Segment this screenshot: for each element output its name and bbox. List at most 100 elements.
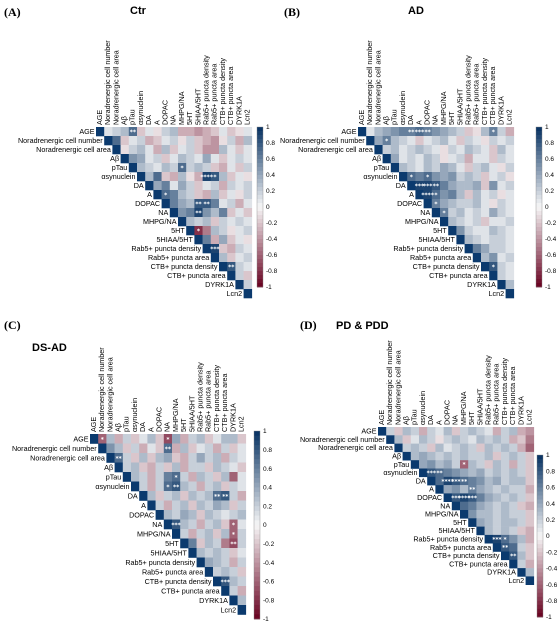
- heatmap-cell: [399, 172, 408, 182]
- heatmap-cell: [431, 172, 441, 182]
- colorbar-tick-label: -0.2: [545, 220, 557, 227]
- heatmap-cell: [210, 217, 220, 227]
- significance-stars: *: [101, 436, 105, 443]
- heatmap-cell: [227, 190, 236, 200]
- significance-stars: ***: [451, 495, 461, 502]
- heatmap-cell: [423, 127, 433, 137]
- heatmap-cell: [460, 443, 469, 453]
- heatmap-cell: [147, 491, 156, 501]
- significance-stars: *: [164, 192, 168, 199]
- row-label: Noradrenergic cell area: [36, 145, 111, 154]
- heatmap-cell: [155, 453, 165, 463]
- row-label: CTB+ puncta area: [449, 559, 508, 568]
- row-label: MHPG/NA: [405, 217, 439, 226]
- heatmap-cell: [210, 244, 220, 254]
- heatmap-cell: [440, 127, 449, 137]
- heatmap-cell: [213, 481, 222, 492]
- row-label: NA: [152, 520, 162, 529]
- heatmap-cell: [194, 226, 203, 236]
- heatmap-cell: [204, 500, 214, 511]
- heatmap-cell: [472, 235, 482, 245]
- heatmap-cell: [180, 529, 189, 539]
- heatmap-cell: [104, 127, 113, 137]
- heatmap-cell: [440, 145, 449, 155]
- heatmap-cell: [194, 199, 203, 209]
- heatmap-cell: [525, 526, 535, 536]
- heatmap-cell: [210, 163, 220, 173]
- heatmap-cell: [210, 253, 220, 263]
- significance-stars: **: [228, 264, 235, 271]
- colorbar-segment: [254, 515, 260, 521]
- heatmap-cell: [178, 190, 187, 200]
- heatmap-cell: [484, 427, 494, 436]
- colorbar-segment: [257, 179, 263, 184]
- heatmap-cell: [492, 435, 502, 444]
- column-label: Noradrenergic cell area: [105, 357, 114, 432]
- heatmap-cell: [243, 190, 253, 200]
- heatmap-cell: [219, 145, 228, 155]
- heatmap-cell: [402, 451, 412, 461]
- heatmap-cell: [188, 491, 197, 501]
- heatmap-cell: [378, 427, 387, 436]
- colorbar-segment: [536, 163, 542, 168]
- heatmap-cell: [501, 485, 510, 494]
- colorbar-segment: [536, 239, 542, 244]
- heatmap-cell: [221, 510, 230, 520]
- heatmap-cell: [464, 190, 474, 200]
- heatmap-cell: [517, 559, 526, 569]
- heatmap-cell: [169, 154, 179, 164]
- colorbar-segment: [537, 515, 543, 521]
- heatmap-cell: [410, 460, 420, 469]
- column-label: CTB+ puncta density: [500, 358, 509, 425]
- column-label: αsynuclein: [130, 398, 139, 432]
- heatmap-cell: [415, 127, 424, 137]
- heatmap-cell: [468, 493, 477, 502]
- colorbar-segment: [254, 487, 260, 493]
- column-label: Aβ: [114, 423, 123, 432]
- heatmap-cell: [204, 434, 214, 444]
- heatmap-cell: [492, 518, 502, 527]
- column-label: NA: [431, 115, 440, 125]
- colorbar-segment: [536, 247, 542, 252]
- colorbar-segment: [536, 263, 542, 268]
- heatmap-cell: [456, 208, 465, 218]
- column-label: DOPAC: [423, 100, 432, 125]
- heatmap-cell: [501, 476, 510, 486]
- heatmap-cell: [188, 519, 197, 530]
- colorbar-tick-label: 0: [263, 522, 267, 529]
- heatmap-cell: [221, 576, 230, 587]
- heatmap-cell: [237, 481, 247, 492]
- heatmap-cell: [122, 443, 132, 454]
- row-label: CTB+ puncta density: [413, 262, 480, 271]
- colorbar-segment: [254, 572, 260, 578]
- colorbar-segment: [537, 548, 543, 553]
- colorbar-segment: [254, 529, 260, 535]
- colorbar-segment: [537, 467, 543, 472]
- heatmap-cell: [180, 491, 189, 501]
- colorbar-tick-label: -0.2: [263, 541, 275, 548]
- colorbar-tick-label: -1: [266, 284, 272, 291]
- colorbar-segment: [257, 159, 263, 164]
- colorbar-segment: [537, 572, 543, 577]
- heatmap-cell: [489, 190, 498, 200]
- heatmap-cell: [484, 526, 494, 536]
- heatmap-cell: [237, 491, 247, 501]
- heatmap-cell: [481, 217, 490, 227]
- heatmap-cell: [235, 127, 244, 137]
- heatmap-cell: [194, 217, 203, 227]
- heatmap-cell: [186, 127, 195, 137]
- heatmap-cell: [472, 163, 482, 173]
- heatmap-cell: [210, 136, 220, 146]
- heatmap-cell: [382, 145, 392, 155]
- colorbar-frame: [535, 126, 543, 288]
- colorbar-segment: [537, 463, 543, 468]
- colorbar-frame: [256, 126, 264, 288]
- colorbar-segment: [537, 503, 543, 509]
- heatmap-cell: [505, 190, 515, 200]
- heatmap-cell: [451, 468, 461, 478]
- colorbar-tick-label: -0.4: [263, 560, 275, 567]
- row-label: NA: [420, 208, 430, 217]
- heatmap-cell: [394, 443, 403, 453]
- heatmap-cell: [196, 462, 206, 473]
- heatmap-cell: [435, 485, 444, 494]
